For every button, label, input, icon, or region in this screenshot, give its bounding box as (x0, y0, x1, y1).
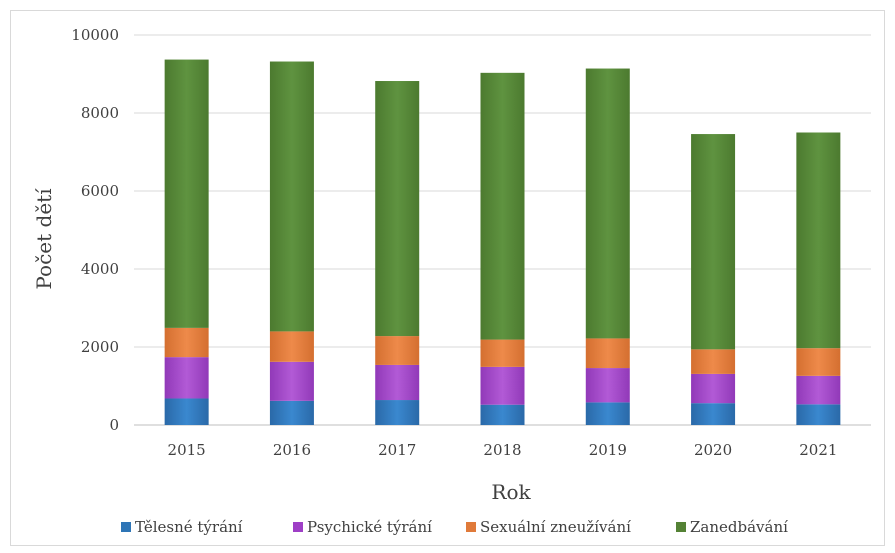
bar-segment-0-2019 (585, 402, 630, 425)
x-tick-label: 2018 (483, 441, 521, 459)
bar-segment-0-2015 (164, 398, 209, 425)
legend-swatch-1 (293, 522, 303, 532)
y-axis-ticks: 0 2000 4000 6000 8000 10000 (71, 26, 119, 434)
x-tick-label: 2016 (273, 441, 311, 459)
legend-swatch-0 (121, 522, 131, 532)
bar-segment-2-2020 (691, 349, 736, 374)
bar-segment-2-2018 (480, 339, 525, 367)
x-tick-label: 2017 (378, 441, 416, 459)
x-axis-ticks: 2015 2016 2017 2018 2019 2020 2021 (168, 441, 838, 459)
legend: Tělesné týrání Psychické týrání Sexuální z… (121, 518, 788, 536)
y-tick-label: 4000 (81, 260, 119, 278)
bar-segment-2-2015 (164, 327, 209, 358)
bar-segment-2-2016 (269, 331, 314, 362)
bar-segment-0-2021 (796, 404, 841, 425)
chart-frame: 0 2000 4000 6000 8000 10000 2015 2016 2017 2018 2… (10, 10, 885, 546)
bar-segment-3-2019 (585, 68, 630, 339)
legend-label-1: Psychické týrání (307, 518, 432, 536)
bar-segment-3-2017 (375, 81, 420, 337)
bars (164, 59, 841, 425)
bar-segment-3-2021 (796, 132, 841, 349)
bar-segment-0-2017 (375, 400, 420, 425)
y-tick-label: 6000 (81, 182, 119, 200)
y-tick-label: 8000 (81, 104, 119, 122)
bar-segment-1-2020 (691, 373, 736, 404)
legend-label-2: Sexuální zneužívání (480, 518, 631, 536)
bar-segment-2-2021 (796, 348, 841, 376)
bar-segment-3-2016 (269, 61, 314, 332)
bar-segment-0-2016 (269, 400, 314, 425)
bar-segment-1-2015 (164, 357, 209, 399)
x-tick-label: 2015 (168, 441, 206, 459)
bar-segment-0-2018 (480, 404, 525, 425)
bar-segment-1-2017 (375, 364, 420, 401)
y-tick-label: 10000 (71, 26, 119, 44)
bar-segment-1-2019 (585, 368, 630, 403)
bar-segment-3-2020 (691, 134, 736, 350)
x-tick-label: 2020 (694, 441, 732, 459)
bar-segment-3-2015 (164, 59, 209, 328)
bar-segment-1-2021 (796, 375, 841, 405)
legend-swatch-2 (466, 522, 476, 532)
bar-segment-3-2018 (480, 72, 525, 340)
legend-label-0: Tělesné týrání (135, 518, 243, 536)
bar-segment-1-2018 (480, 366, 525, 405)
y-axis-title: Počet dětí (32, 188, 56, 290)
y-tick-label: 0 (109, 416, 119, 434)
legend-label-3: Zanedbávání (690, 518, 788, 536)
x-tick-label: 2021 (799, 441, 837, 459)
y-tick-label: 2000 (81, 338, 119, 356)
legend-swatch-3 (676, 522, 686, 532)
bar-segment-2-2019 (585, 338, 630, 369)
bar-segment-1-2016 (269, 361, 314, 401)
bar-segment-2-2017 (375, 336, 420, 365)
bar-segment-0-2020 (691, 403, 736, 425)
x-tick-label: 2019 (589, 441, 627, 459)
x-axis-title: Rok (491, 480, 531, 504)
